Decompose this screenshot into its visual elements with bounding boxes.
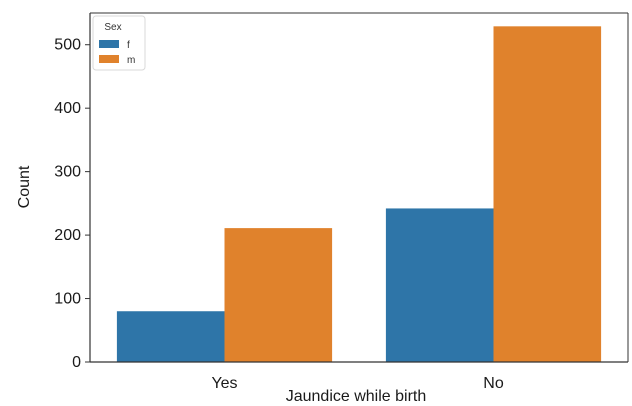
bars-layer xyxy=(116,26,602,363)
legend-label-f: f xyxy=(127,40,130,51)
legend-label-m: m xyxy=(127,55,135,66)
bar-f-yes xyxy=(116,311,225,362)
legend-title: Sex xyxy=(104,22,121,33)
bar-m-yes xyxy=(224,228,333,362)
x-tick-label: Yes xyxy=(211,375,237,392)
y-tick-label: 500 xyxy=(54,37,81,54)
bar-f-no xyxy=(385,208,494,362)
y-axis-title: Count xyxy=(16,165,33,208)
y-tick-label: 200 xyxy=(54,227,81,244)
y-tick-label: 300 xyxy=(54,164,81,181)
bar-m-no xyxy=(493,26,602,363)
y-tick-label: 100 xyxy=(54,291,81,308)
legend: Sex fm xyxy=(92,15,146,71)
x-tick-label: No xyxy=(483,375,504,392)
legend-swatch-f xyxy=(99,40,119,48)
ticks-layer: Yes No 0 100 200 300 400 500 xyxy=(54,37,504,392)
x-axis-title: Jaundice while birth xyxy=(286,388,427,405)
y-tick-label: 0 xyxy=(72,354,81,371)
axes-layer xyxy=(89,12,629,363)
y-tick-label: 400 xyxy=(54,100,81,117)
legend-swatch-m xyxy=(99,55,119,63)
legend-entries: fm xyxy=(99,40,135,66)
